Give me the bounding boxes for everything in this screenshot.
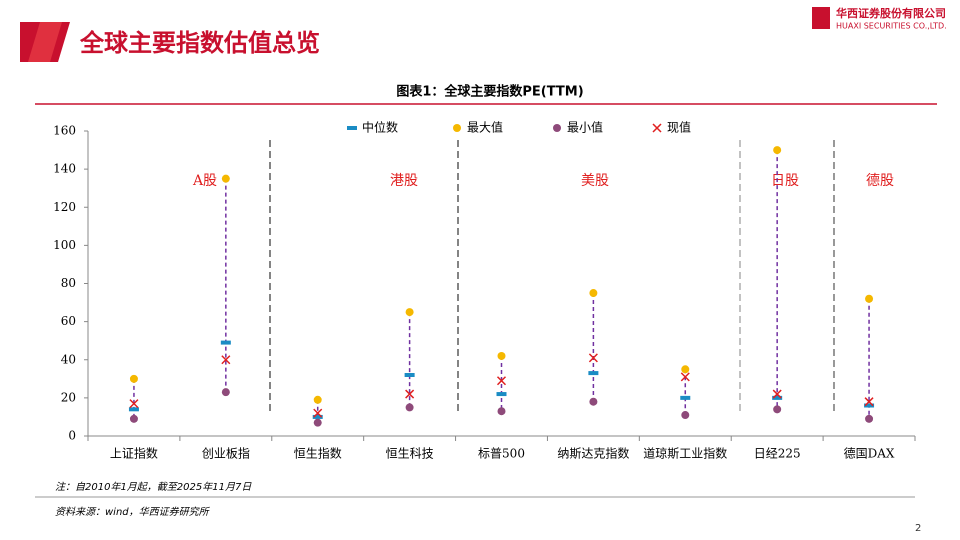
median-marker: [772, 395, 783, 400]
current-marker: [680, 372, 690, 382]
median-marker: [404, 373, 415, 377]
company-name: 华西证券股份有限公司: [836, 6, 946, 20]
y-tick-label: 40: [61, 352, 76, 366]
max-marker: [497, 351, 506, 360]
median-marker: [588, 371, 599, 376]
median-marker: [680, 395, 691, 400]
note: 注：自2010年1月起，截至2025年11月7日: [55, 481, 252, 493]
x-tick-label: 上证指数: [110, 446, 158, 461]
min-marker: [405, 403, 414, 412]
max-marker: [405, 308, 414, 317]
max-marker: [865, 294, 874, 303]
group-label: 日股: [771, 173, 799, 189]
legend-marker: [347, 126, 357, 130]
min-marker: [497, 407, 506, 416]
min-marker: [129, 414, 138, 423]
x-tick-label: 恒生指数: [294, 446, 342, 461]
y-tick-label: 20: [61, 390, 76, 404]
current-marker: [772, 389, 782, 399]
group-label: 港股: [390, 173, 418, 189]
x-tick-label: 创业板指: [202, 446, 250, 461]
max-marker: [129, 374, 138, 383]
y-tick-label: 80: [61, 276, 76, 290]
legend-label: 中位数: [362, 120, 398, 135]
current-marker: [221, 355, 231, 365]
legend-marker: [652, 123, 662, 133]
legend-label: 现值: [667, 120, 691, 135]
company-name-en: HUAXI SECURITIES CO.,LTD.: [836, 22, 947, 31]
max-marker: [313, 395, 322, 404]
median-marker: [864, 403, 875, 408]
group-label: 德股: [866, 173, 894, 189]
legend-marker: [553, 124, 561, 132]
legend-label: 最大值: [467, 120, 503, 135]
y-tick-label: 60: [61, 314, 76, 328]
legend-marker: [453, 124, 461, 132]
median-marker: [128, 407, 139, 412]
x-tick-label: 纳斯达克指数: [557, 446, 629, 461]
current-marker: [864, 397, 874, 407]
median-marker: [496, 392, 507, 397]
x-tick-label: 恒生科技: [386, 447, 434, 461]
min-marker: [865, 414, 874, 423]
y-tick-label: 120: [53, 200, 76, 214]
min-marker: [681, 411, 690, 420]
y-tick-label: 0: [68, 429, 76, 443]
min-marker: [589, 397, 598, 406]
y-tick-label: 140: [53, 162, 76, 176]
current-marker: [313, 408, 323, 418]
min-marker: [221, 388, 230, 397]
chart-title: 图表1：全球主要指数PE(TTM): [396, 84, 583, 100]
current-marker: [588, 353, 598, 363]
y-tick-label: 160: [53, 124, 76, 138]
legend-label: 最小值: [567, 120, 603, 135]
median-marker: [220, 340, 231, 345]
x-tick-label: 标普500: [478, 447, 525, 461]
source: 资料来源：wind，华西证券研究所: [55, 506, 211, 518]
group-label: A股: [192, 173, 217, 189]
current-marker: [129, 399, 139, 409]
logo-icon: [812, 7, 830, 29]
current-marker: [496, 376, 507, 386]
max-marker: [589, 289, 598, 298]
max-marker: [773, 146, 782, 155]
current-marker: [405, 389, 415, 399]
y-tick-label: 100: [53, 238, 76, 252]
page-number: 2: [915, 523, 921, 534]
group-label: 美股: [581, 173, 609, 189]
x-tick-label: 德国DAX: [844, 446, 895, 461]
max-marker: [221, 174, 230, 183]
median-marker: [312, 414, 323, 419]
x-tick-label: 日经225: [754, 447, 801, 461]
header-bar-accent: [28, 22, 62, 62]
min-marker: [313, 418, 322, 427]
slide-title: 全球主要指数估值总览: [79, 29, 320, 57]
min-marker: [773, 405, 782, 414]
x-tick-label: 道琼斯工业指数: [643, 446, 727, 461]
max-marker: [681, 365, 690, 374]
